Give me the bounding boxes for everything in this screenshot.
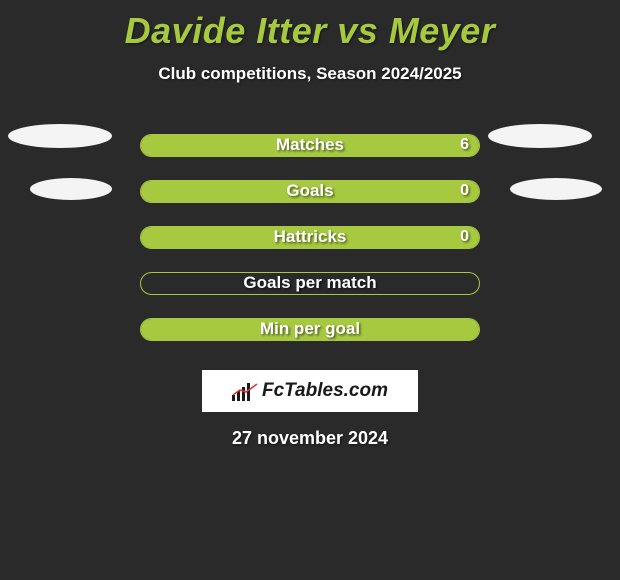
- bar-label: Hattricks: [274, 227, 347, 247]
- decorative-ellipse: [510, 178, 602, 200]
- page-subtitle: Club competitions, Season 2024/2025: [0, 64, 620, 84]
- decorative-ellipse: [30, 178, 112, 200]
- bar-track: Hattricks 0: [140, 226, 480, 249]
- bar-label: Goals per match: [243, 273, 376, 293]
- decorative-ellipse: [488, 124, 592, 148]
- bar-track: Matches 6: [140, 134, 480, 157]
- bar-label: Matches: [276, 135, 344, 155]
- chart-row: Goals per match: [0, 260, 620, 306]
- bar-value-right: 6: [460, 136, 469, 154]
- bar-track: Goals per match: [140, 272, 480, 295]
- logo-text: FcTables.com: [262, 380, 388, 402]
- date-line: 27 november 2024: [0, 428, 620, 449]
- bar-fill-right: [310, 181, 479, 202]
- comparison-chart: Matches 6 Goals 0 Hattricks 0 Goals per match M…: [0, 122, 620, 352]
- decorative-ellipse: [8, 124, 112, 148]
- bar-chart-icon: [232, 381, 256, 401]
- page-title: Davide Itter vs Meyer: [0, 0, 620, 52]
- bar-label: Goals: [286, 181, 333, 201]
- bar-fill-left: [141, 181, 310, 202]
- logo-box: FcTables.com: [202, 370, 418, 412]
- chart-row: Hattricks 0: [0, 214, 620, 260]
- bar-track: Min per goal: [140, 318, 480, 341]
- chart-row: Min per goal: [0, 306, 620, 352]
- bar-value-right: 0: [460, 228, 469, 246]
- bar-label: Min per goal: [260, 319, 360, 339]
- bar-track: Goals 0: [140, 180, 480, 203]
- bar-value-right: 0: [460, 182, 469, 200]
